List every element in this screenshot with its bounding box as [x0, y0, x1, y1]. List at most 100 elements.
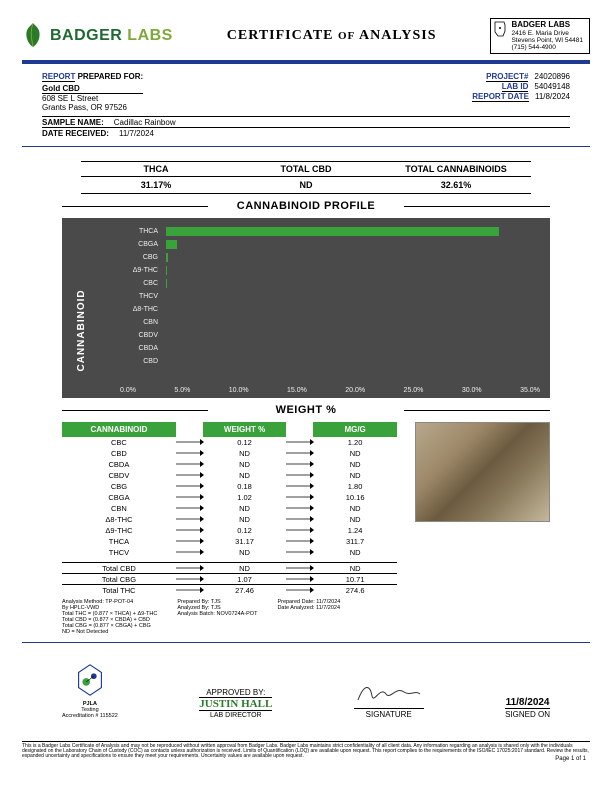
bar-label: Δ8-THC: [122, 306, 162, 313]
cell-mgg: ND: [313, 515, 397, 524]
bar-label: CBC: [122, 280, 162, 287]
cell-mgg: 1.24: [313, 526, 397, 535]
table-row: CBG 0.18 1.80: [62, 481, 397, 492]
project-val: 24020896: [534, 72, 570, 82]
xtick: 35.0%: [520, 387, 540, 394]
table-row: Δ9-THC0.121.24: [62, 525, 397, 536]
table-row: CBDVNDND: [62, 470, 397, 481]
arrow-icon: [176, 449, 203, 458]
arrow-icon: [176, 482, 203, 491]
sample-photo: [415, 422, 550, 522]
batch-l: Analysis Batch:: [177, 611, 215, 617]
xtick: 10.0%: [229, 387, 249, 394]
recv-val: 11/7/2024: [119, 129, 154, 138]
arrow-icon: [176, 515, 203, 524]
cell-mgg: ND: [313, 460, 397, 469]
cell-weight: 1.07: [203, 575, 287, 584]
signed-label: SIGNED ON: [505, 708, 550, 719]
metric-value: 32.61%: [381, 177, 531, 194]
batch-v: NOV0724A-POT: [216, 611, 257, 617]
disclaimer-text: This is a Badger Labs Certificate of Ana…: [22, 741, 590, 760]
bar: [166, 227, 499, 236]
arrow-icon: [286, 493, 313, 502]
arrow-icon: [286, 482, 313, 491]
lab-address: BADGER LABS 2416 E. Maria Drive Stevens …: [490, 18, 590, 54]
signature-footer: PJLA Testing Accreditation # 115522 APPR…: [62, 661, 550, 719]
cell-weight: 27.46: [203, 586, 287, 595]
cell-mgg: 311.7: [313, 537, 397, 546]
arrow-icon: [176, 460, 203, 469]
chart-xaxis: 0.0%5.0%10.0%15.0%20.0%25.0%30.0%35.0%: [120, 387, 540, 394]
page-number: Page 1 of 1: [555, 756, 586, 762]
cell-mgg: 1.20: [313, 438, 397, 447]
title-of: OF: [338, 30, 355, 42]
cell-name: CBG: [62, 482, 176, 491]
table-row: THCA31.17311.7: [62, 536, 397, 547]
approved-by: APPROVED BY: JUSTIN HALL LAB DIRECTOR: [199, 688, 272, 719]
chart-ylabel: CANNABINOID: [76, 289, 87, 371]
arrow-icon: [176, 564, 203, 573]
results-table-zone: CANNABINOID WEIGHT % MG/G CBC0.121.20CBD…: [62, 422, 550, 635]
recv-label: DATE RECEIVED:: [42, 129, 109, 138]
bar-label: CBGA: [122, 241, 162, 248]
metric-value: 31.17%: [81, 177, 231, 194]
labid-val: 54049148: [534, 82, 570, 92]
bar-row: CBD: [166, 356, 540, 367]
client-name: Gold CBD: [42, 84, 143, 94]
cell-name: Total THC: [62, 586, 176, 595]
analdate-v: 11/7/2024: [316, 605, 340, 611]
arrow-icon: [286, 575, 313, 584]
addr-l1: 2416 E. Maria Drive: [511, 30, 583, 37]
accr-3: Accreditation # 115522: [62, 713, 118, 719]
bar-row: THCV: [166, 291, 540, 302]
xtick: 30.0%: [462, 387, 482, 394]
cell-weight: ND: [203, 515, 287, 524]
bar-label: Δ9-THC: [122, 267, 162, 274]
xtick: 0.0%: [120, 387, 136, 394]
bar-row: THCA: [166, 226, 540, 237]
cell-weight: 0.12: [203, 438, 287, 447]
arrow-icon: [176, 575, 203, 584]
cell-mgg: ND: [313, 504, 397, 513]
chart-title: CANNABINOID PROFILE: [62, 200, 550, 212]
brand-text-2: LABS: [127, 27, 173, 44]
bar-label: CBD: [122, 358, 162, 365]
arrow-icon: [176, 438, 203, 447]
analdate-l: Date Analyzed:: [277, 605, 314, 611]
arrow-icon: [286, 526, 313, 535]
cell-weight: 1.02: [203, 493, 287, 502]
signature-label: SIGNATURE: [354, 708, 424, 719]
cell-mgg: 1.80: [313, 482, 397, 491]
sample-info: SAMPLE NAME:Cadillac Rainbow DATE RECEIV…: [42, 116, 570, 138]
results-table: CANNABINOID WEIGHT % MG/G CBC0.121.20CBD…: [62, 422, 397, 635]
divider: [22, 146, 590, 147]
xtick: 20.0%: [345, 387, 365, 394]
signature-block: SIGNATURE: [354, 680, 424, 719]
cell-name: CBDA: [62, 460, 176, 469]
prepared-for: PREPARED FOR:: [78, 72, 144, 81]
header: BADGER LABS CERTIFICATE OF ANALYSIS BADG…: [22, 18, 590, 54]
table-row: Total CBDNDND: [62, 562, 397, 573]
director-role: LAB DIRECTOR: [199, 710, 272, 719]
xtick: 5.0%: [174, 387, 190, 394]
cell-name: CBD: [62, 449, 176, 458]
cell-mgg: ND: [313, 548, 397, 557]
addr-name: BADGER LABS: [511, 21, 583, 30]
bar: [166, 253, 168, 262]
cell-name: CBC: [62, 438, 176, 447]
cell-name: Δ9-THC: [62, 526, 176, 535]
bar-row: CBDV: [166, 330, 540, 341]
cell-weight: 0.18: [203, 482, 287, 491]
addr-l2: Stevens Point, WI 54481: [511, 37, 583, 44]
table-row: Total THC27.46274.6: [62, 584, 397, 595]
arrow-icon: [286, 449, 313, 458]
th-mgg: MG/G: [313, 422, 397, 437]
bar-row: CBN: [166, 317, 540, 328]
method-meta: Analysis Method: TP-POT-04 By HPLC-VWD T…: [62, 599, 397, 635]
cell-weight: ND: [203, 548, 287, 557]
bar-label: CBDA: [122, 345, 162, 352]
report-label: REPORT: [42, 72, 75, 81]
metric: TOTAL CANNABINOIDS32.61%: [381, 161, 531, 194]
bar: [166, 266, 167, 275]
weight-title: WEIGHT %: [62, 404, 550, 416]
